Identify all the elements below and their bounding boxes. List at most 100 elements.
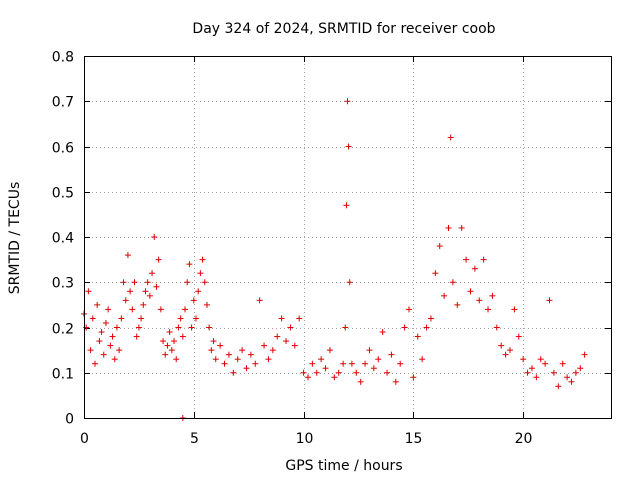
data-point (414, 333, 421, 340)
data-point (162, 351, 169, 358)
y-tick-label: 0 (65, 412, 74, 428)
y-tick-label: 0.8 (52, 50, 74, 66)
data-point (353, 369, 360, 376)
data-point (533, 374, 540, 381)
data-point (559, 360, 566, 367)
data-point (118, 315, 125, 322)
data-point (146, 292, 153, 299)
data-point (197, 270, 204, 277)
data-point (129, 306, 136, 313)
data-point (234, 356, 241, 363)
data-point (192, 315, 199, 322)
data-point (160, 338, 167, 345)
data-point (175, 324, 182, 331)
data-point (471, 265, 478, 272)
x-tick-label: 0 (80, 431, 89, 447)
data-point (379, 329, 386, 336)
data-point (520, 356, 527, 363)
y-tick-label: 0.2 (52, 322, 74, 338)
data-point (179, 333, 186, 340)
data-point (261, 342, 268, 349)
data-point (151, 234, 158, 240)
data-point (445, 224, 452, 231)
data-point (91, 360, 98, 367)
data-point (344, 98, 351, 105)
data-point (89, 315, 96, 322)
data-point (384, 369, 391, 376)
axis-ticks: 0 0.1 0.2 0.3 0.4 0.5 0.6 0.7 0.8 0 5 10 15 20 (52, 50, 611, 447)
data-point (111, 356, 118, 363)
data-point (124, 252, 131, 259)
data-point (102, 319, 109, 326)
data-point (122, 297, 129, 304)
data-point (419, 356, 426, 363)
data-point (190, 297, 197, 304)
data-point (116, 347, 123, 354)
data-point (149, 270, 156, 277)
data-point (166, 329, 173, 336)
data-point (127, 288, 134, 295)
data-point (524, 369, 531, 376)
data-point (164, 342, 171, 349)
data-point (157, 306, 164, 313)
x-axis-label: GPS time / hours (285, 458, 402, 474)
data-point (388, 351, 395, 358)
data-point (572, 369, 579, 376)
data-point (458, 224, 465, 231)
data-point (168, 347, 175, 354)
data-point (410, 374, 417, 381)
data-point (326, 347, 333, 354)
data-point (256, 297, 263, 304)
data-point (362, 360, 369, 367)
y-axis-label: SRMTID / TECUs (7, 182, 23, 295)
data-point (318, 356, 325, 363)
data-point (252, 360, 259, 367)
data-point (105, 306, 112, 313)
data-point (366, 347, 373, 354)
y-tick-label: 0.1 (52, 367, 74, 383)
data-point (221, 360, 228, 367)
data-point (300, 369, 307, 376)
data-point (131, 279, 138, 286)
data-point (581, 351, 588, 358)
data-point (322, 365, 329, 372)
data-point (340, 360, 347, 367)
data-point (405, 306, 412, 313)
data-point (542, 360, 549, 367)
data-point (120, 279, 127, 286)
data-point (480, 256, 487, 263)
data-points (81, 98, 588, 421)
y-tick-label: 0.5 (52, 186, 74, 202)
data-point (135, 324, 142, 331)
data-point (144, 279, 151, 286)
data-point (140, 301, 147, 308)
data-point (345, 143, 352, 150)
data-point (186, 261, 193, 268)
data-point (489, 292, 496, 299)
data-point (243, 365, 250, 372)
data-point (208, 347, 215, 354)
data-point (511, 306, 518, 313)
data-point (506, 347, 513, 354)
data-point (153, 283, 160, 290)
data-point (357, 378, 364, 385)
data-point (195, 288, 202, 295)
data-point (568, 378, 575, 385)
data-point (173, 356, 180, 363)
data-point (577, 365, 584, 372)
data-point (177, 315, 184, 322)
data-point (182, 306, 189, 313)
data-point (346, 279, 353, 286)
data-point (348, 360, 355, 367)
x-tick-label: 5 (190, 431, 199, 447)
data-point (171, 338, 178, 345)
chart-title: Day 324 of 2024, SRMTID for receiver coo… (192, 21, 495, 37)
data-point (184, 279, 191, 286)
data-point (230, 369, 237, 376)
data-point (449, 279, 456, 286)
data-point (401, 324, 408, 331)
data-point (199, 256, 206, 263)
data-point (436, 243, 443, 250)
data-point (485, 306, 492, 313)
data-point (188, 324, 195, 331)
